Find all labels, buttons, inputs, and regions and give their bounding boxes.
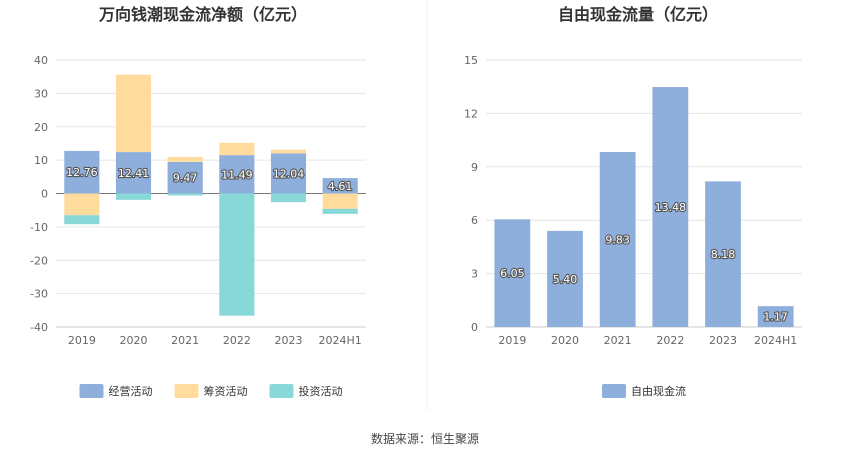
left-y-tick-label: -30 — [30, 288, 48, 301]
left-legend-swatch — [269, 384, 294, 398]
left-value-label: 9.47 — [173, 172, 198, 185]
left-bar-2023-s0 — [270, 153, 307, 194]
left-bar-2024H1-s0 — [322, 178, 358, 194]
right-x-tick-label: 2021 — [604, 334, 632, 347]
left-value-label: 11.49 — [221, 168, 253, 181]
left-legend-label: 经营活动 — [109, 384, 153, 398]
right-y-tick-label: 3 — [471, 268, 478, 281]
left-chart: 40 30 20 10 0 -10 -20 -30 -40 2019 2020 2021 2022 202… — [30, 54, 366, 398]
right-y-tick-label: 0 — [471, 321, 478, 334]
left-bar-2020-s0 — [115, 152, 152, 194]
right-value-label: 1.17 — [763, 311, 788, 324]
right-bar-2019-s0 — [494, 219, 531, 327]
right-value-label: 6.05 — [500, 267, 525, 280]
right-x-tick-label: 2023 — [709, 334, 737, 347]
right-x-tick-label: 2019 — [498, 334, 526, 347]
left-y-tick-label: -40 — [30, 321, 48, 334]
left-y-tick-label: 10 — [34, 154, 48, 167]
right-value-label: 13.48 — [655, 201, 687, 214]
left-bar-2023-s2 — [270, 193, 307, 203]
left-bar-2022-s0 — [219, 155, 255, 194]
left-y-tick-label: -20 — [30, 254, 48, 267]
right-bar-2022-s0 — [652, 87, 689, 327]
right-y-tick-label: 6 — [471, 214, 478, 227]
left-x-tick-label: 2019 — [68, 334, 96, 347]
left-bar-2022-s1 — [219, 142, 255, 156]
left-value-label: 12.41 — [118, 167, 150, 180]
right-value-label: 8.18 — [711, 248, 736, 261]
left-value-label: 12.76 — [66, 166, 98, 179]
left-legend-swatch — [79, 384, 104, 398]
right-bar-2023-s0 — [705, 181, 741, 327]
left-bar-2019-s2 — [64, 215, 100, 225]
left-bar-2019-s0 — [64, 150, 100, 194]
right-bar-2024H1-s0 — [757, 306, 794, 327]
right-legend-label: 自由现金流 — [631, 384, 686, 398]
right-chart-title: 自由现金流量（亿元） — [558, 5, 718, 24]
right-bar-2021-s0 — [599, 152, 636, 327]
right-legend-swatch — [602, 384, 626, 398]
left-bar-2020-s2 — [115, 193, 152, 200]
right-x-tick-label: 2020 — [551, 334, 579, 347]
left-y-tick-label: -10 — [30, 221, 48, 234]
right-bar-2020-s0 — [547, 230, 583, 327]
left-value-label: 12.04 — [273, 167, 305, 180]
left-value-label: 4.61 — [328, 180, 353, 193]
left-bar-2019-s1 — [64, 193, 100, 216]
left-bar-2020-s1 — [115, 74, 152, 153]
left-legend-label: 投资活动 — [299, 384, 343, 398]
left-bar-2023-s1 — [270, 149, 307, 154]
left-x-tick-label: 2022 — [223, 334, 251, 347]
left-y-tick-label: 30 — [34, 87, 48, 100]
left-bar-2021-s2 — [167, 193, 203, 196]
left-legend-swatch — [174, 384, 199, 398]
left-bar-2022-s2 — [219, 193, 255, 316]
right-chart: 15 12 9 6 3 0 2019 2020 2021 2022 2023 2024H1 6.05 5.… — [464, 54, 802, 398]
left-bar-2024H1-s1 — [322, 193, 358, 209]
left-legend-label: 筹资活动 — [204, 384, 248, 398]
left-x-tick-label: 2024H1 — [319, 334, 362, 347]
right-x-tick-label: 2024H1 — [754, 334, 797, 347]
right-y-tick-label: 9 — [471, 161, 478, 174]
right-value-label: 5.40 — [553, 273, 578, 286]
right-value-label: 9.83 — [605, 234, 630, 247]
left-y-tick-label: 0 — [41, 188, 48, 201]
left-x-tick-label: 2021 — [171, 334, 199, 347]
left-bar-2021-s0 — [167, 161, 203, 194]
right-x-tick-label: 2022 — [656, 334, 684, 347]
left-bar-2021-s1 — [167, 156, 203, 162]
data-source-note: 数据来源：恒生聚源 — [371, 431, 479, 446]
left-x-tick-label: 2020 — [120, 334, 148, 347]
left-x-tick-label: 2023 — [275, 334, 303, 347]
left-bar-2024H1-s2 — [322, 208, 358, 214]
left-y-tick-label: 40 — [34, 54, 48, 67]
left-y-tick-label: 20 — [34, 121, 48, 134]
right-y-tick-label: 12 — [464, 107, 478, 120]
left-chart-title: 万向钱潮现金流净额（亿元） — [98, 5, 307, 24]
right-y-tick-label: 15 — [464, 54, 478, 67]
